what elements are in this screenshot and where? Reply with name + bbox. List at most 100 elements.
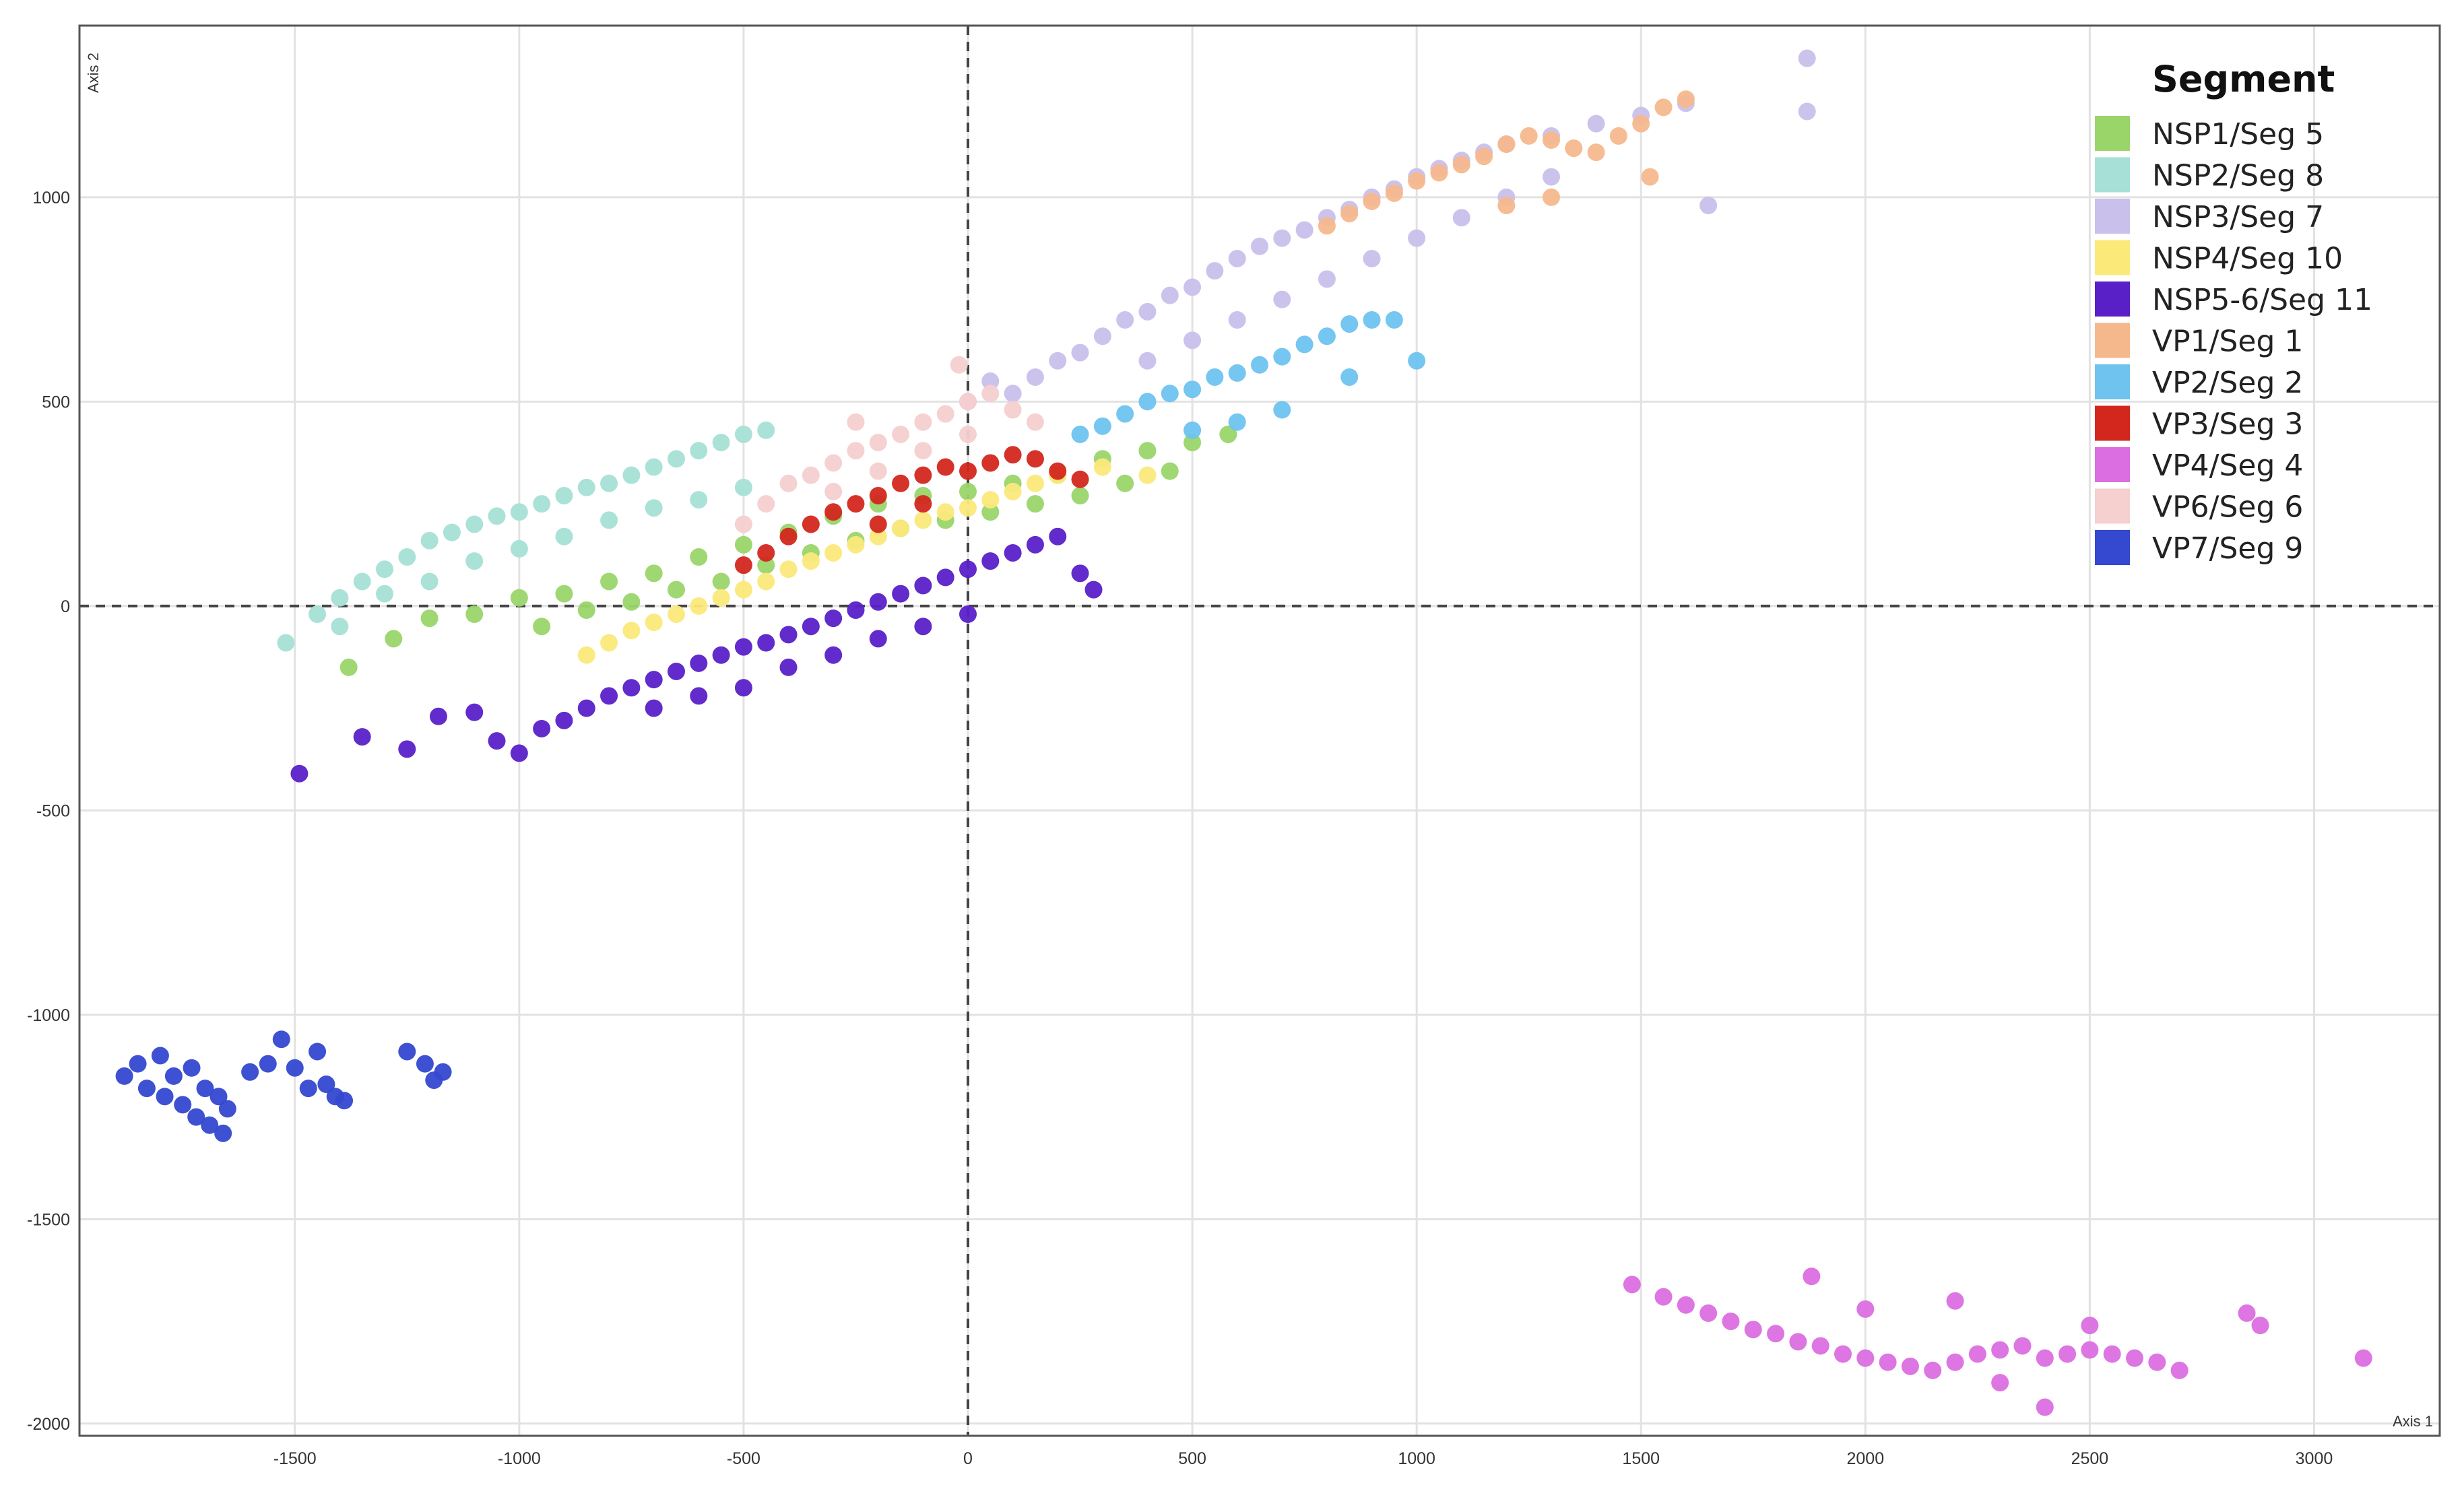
x-tick-label: 0 (963, 1449, 973, 1468)
data-point (533, 618, 551, 636)
data-point (1093, 327, 1111, 345)
data-point (802, 552, 820, 570)
data-point (1385, 311, 1403, 329)
data-point (2081, 1341, 2099, 1359)
data-point (1138, 393, 1157, 411)
data-point (1856, 1300, 1875, 1318)
legend-label: NSP1/Seg 5 (2152, 117, 2324, 152)
data-point (510, 503, 528, 521)
data-point (1138, 442, 1157, 460)
data-point (914, 511, 932, 529)
data-point (218, 1100, 236, 1118)
grid-lines (79, 26, 2440, 1436)
x-tick-labels: -1500 -1000 -500 0 500 1000 1500 2000 2500 3000 (273, 1449, 2333, 1468)
data-point (847, 601, 865, 619)
data-point (1071, 470, 1089, 488)
legend-label: NSP3/Seg 7 (2152, 200, 2324, 234)
data-point (779, 560, 798, 578)
data-point (1924, 1361, 1942, 1379)
data-point (1363, 249, 1381, 267)
data-point (286, 1059, 304, 1077)
data-point (1161, 462, 1179, 480)
data-point (1430, 164, 1448, 182)
data-point (847, 442, 865, 460)
data-point (690, 548, 708, 566)
data-point (209, 1088, 228, 1106)
data-point (555, 487, 573, 504)
data-point (416, 1055, 434, 1073)
data-point (712, 572, 730, 591)
y-tick-label: -500 (36, 801, 70, 820)
data-point (959, 499, 977, 517)
data-point (622, 466, 641, 484)
data-point (1228, 364, 1246, 382)
y-tick-label: -1000 (27, 1006, 70, 1025)
data-point (1677, 1296, 1695, 1314)
data-point (645, 499, 663, 517)
data-point (1026, 535, 1044, 554)
x-tick-label: 2500 (2071, 1449, 2109, 1468)
data-point (465, 515, 484, 533)
legend-swatch (2095, 530, 2130, 565)
data-point (1699, 197, 1718, 215)
data-point (824, 503, 843, 521)
data-point (959, 462, 977, 480)
data-point (1543, 168, 1561, 186)
data-point (1184, 380, 1202, 399)
data-point (981, 491, 1000, 509)
data-point (533, 719, 551, 737)
data-point (335, 1092, 354, 1110)
data-point (667, 581, 685, 599)
data-point (936, 503, 954, 521)
data-point (802, 515, 820, 533)
data-point (375, 560, 393, 578)
data-point (398, 548, 416, 566)
series-vp7-seg-9 (115, 1030, 452, 1142)
data-point (622, 622, 641, 640)
data-point (734, 638, 752, 656)
y-tick-label: 0 (61, 597, 70, 616)
data-point (339, 658, 358, 676)
data-point (331, 618, 349, 636)
data-point (1161, 286, 1179, 304)
data-point (1219, 425, 1237, 443)
data-point (1565, 139, 1583, 158)
data-point (824, 482, 843, 500)
data-point (1798, 102, 1816, 121)
data-point (1879, 1353, 1897, 1371)
data-point (1138, 302, 1157, 321)
data-point (802, 618, 820, 636)
data-point (420, 609, 439, 628)
data-point (353, 728, 371, 746)
data-point (214, 1124, 232, 1142)
y-tick-label: 1000 (32, 189, 70, 207)
data-point (690, 687, 708, 705)
data-point (272, 1030, 290, 1049)
data-point (712, 434, 730, 452)
data-point (779, 626, 798, 644)
data-point (2013, 1337, 2032, 1355)
data-point (420, 572, 439, 591)
data-point (1623, 1276, 1641, 1294)
data-point (434, 1063, 452, 1081)
legend-label: VP4/Seg 4 (2152, 449, 2303, 483)
plot-frame (78, 24, 2441, 1437)
data-point (1699, 1304, 1718, 1322)
y-tick-label: -1500 (27, 1210, 70, 1229)
data-point (600, 511, 618, 529)
data-point (757, 421, 775, 439)
data-point (892, 519, 910, 537)
data-point (757, 543, 775, 562)
legend-label: VP3/Seg 3 (2152, 407, 2303, 442)
data-point (936, 458, 954, 476)
data-point (712, 646, 730, 664)
data-point (600, 687, 618, 705)
data-point (510, 539, 528, 558)
data-point (757, 495, 775, 513)
x-tick-label: -500 (727, 1449, 760, 1468)
data-point (981, 454, 1000, 472)
series-vp6-seg-6 (734, 356, 1044, 533)
data-point (869, 515, 887, 533)
data-point (1991, 1341, 2009, 1359)
data-point (375, 585, 393, 603)
